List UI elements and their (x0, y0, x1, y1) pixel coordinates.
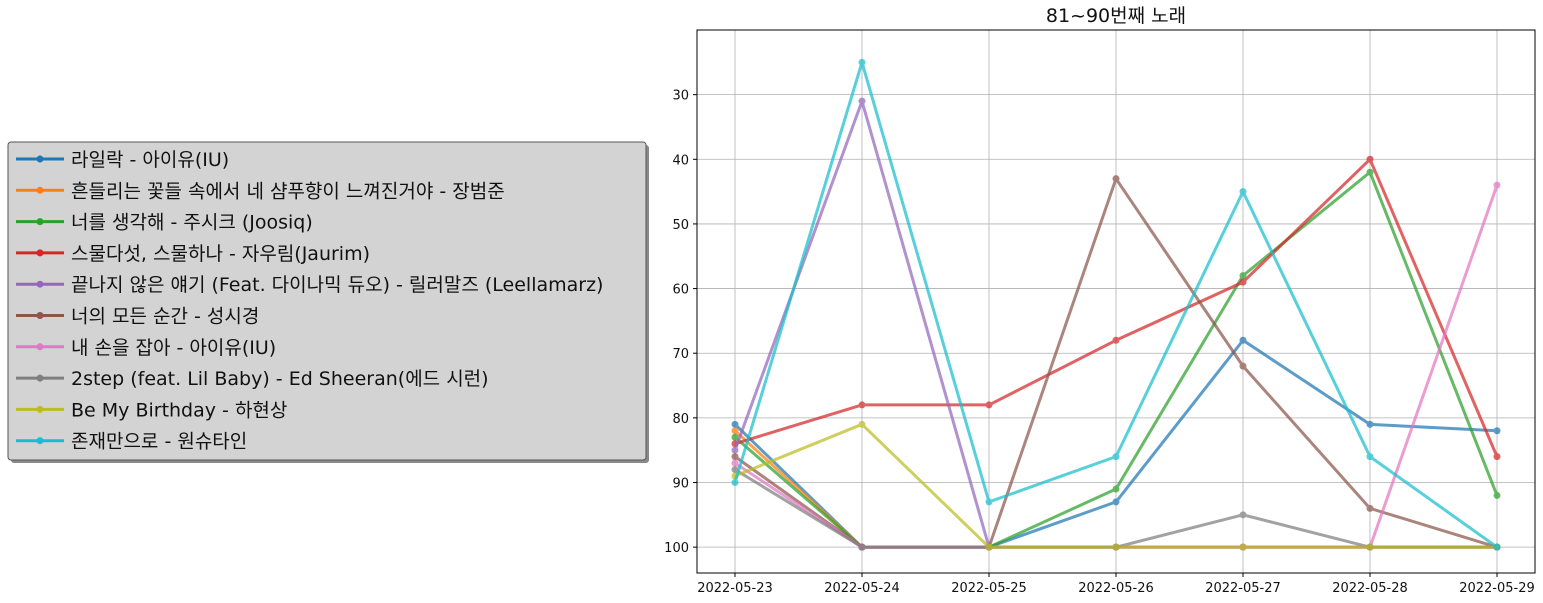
x-tick-label: 2022-05-23 (697, 581, 773, 596)
legend-marker (36, 437, 44, 445)
data-point (1493, 181, 1501, 189)
data-point (1239, 511, 1247, 519)
series-4 (731, 155, 1501, 461)
x-tick-label: 2022-05-24 (824, 581, 900, 596)
legend-marker (36, 343, 44, 351)
data-point (1239, 543, 1247, 551)
data-point (731, 420, 739, 428)
x-tick-label: 2022-05-25 (951, 581, 1027, 596)
data-point (985, 498, 993, 506)
data-point (1366, 420, 1374, 428)
series-10 (731, 58, 1501, 551)
x-tick-label: 2022-05-26 (1078, 581, 1154, 596)
y-tick-label: 80 (672, 412, 689, 427)
data-point (858, 420, 866, 428)
x-tick-label: 2022-05-29 (1459, 581, 1535, 596)
data-point (858, 401, 866, 409)
legend-label: 스물다섯, 스물하나 - 자우림(Jaurim) (71, 243, 370, 265)
legend-box (7, 141, 647, 461)
y-tick-label: 60 (672, 283, 689, 298)
y-axis: 30 40 50 60 70 80 90 100 (664, 89, 697, 556)
data-point (1112, 175, 1120, 183)
data-point (1493, 491, 1501, 499)
data-point (1112, 453, 1120, 461)
data-point (1239, 336, 1247, 344)
legend-label: 흔들리는 꽃들 속에서 네 샴푸향이 느껴진거야 - 장범준 (71, 180, 505, 202)
legend-marker (36, 186, 44, 194)
data-point (1239, 362, 1247, 370)
legend-label: Be My Birthday - 하현상 (71, 399, 287, 421)
data-point (1493, 427, 1501, 435)
data-point (1366, 155, 1374, 163)
x-tick-label: 2022-05-27 (1205, 581, 1281, 596)
data-point (858, 97, 866, 105)
legend-marker (36, 249, 44, 257)
y-tick-label: 40 (672, 153, 689, 168)
legend-label: 너의 모든 순간 - 성시경 (71, 306, 259, 328)
data-point (731, 446, 739, 454)
data-point (1112, 485, 1120, 493)
chart-title: 81~90번째 노래 (1046, 5, 1186, 27)
data-point (1493, 453, 1501, 461)
data-point (731, 433, 739, 441)
legend-label: 존재만으로 - 원슈타인 (71, 431, 247, 453)
data-point (1239, 278, 1247, 286)
y-tick-label: 100 (664, 541, 689, 556)
data-point (731, 466, 739, 474)
legend: 라일락 - 아이유(IU) 흔들리는 꽃들 속에서 네 샴푸향이 느껴진거야 - … (7, 141, 649, 463)
legend-marker (36, 374, 44, 382)
legend-label: 라일락 - 아이유(IU) (71, 149, 229, 171)
series-lines (731, 58, 1501, 551)
x-axis: 2022-05-23 2022-05-24 2022-05-25 2022-05-26… (697, 573, 1535, 596)
data-point (1112, 336, 1120, 344)
data-point (858, 58, 866, 66)
legend-marker (36, 312, 44, 319)
data-point (858, 543, 866, 551)
legend-label: 너를 생각해 - 주시크 (Joosiq) (71, 212, 313, 234)
x-tick-label: 2022-05-28 (1332, 581, 1408, 596)
data-point (1366, 168, 1374, 176)
data-point (1493, 543, 1501, 551)
legend-label: 내 손을 잡아 - 아이유(IU) (71, 337, 276, 359)
data-point (1112, 543, 1120, 551)
data-point (1366, 453, 1374, 461)
data-point (731, 479, 739, 486)
legend-marker (36, 218, 44, 226)
grid-lines (697, 30, 1535, 573)
data-point (1112, 498, 1120, 506)
data-point (731, 459, 739, 467)
data-point (985, 543, 993, 551)
data-point (1239, 188, 1247, 196)
data-point (1366, 543, 1374, 551)
y-tick-label: 70 (672, 347, 689, 362)
data-point (985, 401, 993, 409)
data-point (731, 427, 739, 435)
y-tick-label: 90 (672, 477, 689, 492)
legend-marker (36, 280, 44, 288)
y-tick-label: 50 (672, 218, 689, 233)
legend-marker (36, 405, 44, 413)
data-point (1239, 272, 1247, 280)
data-point (731, 453, 739, 461)
legend-marker (36, 155, 44, 163)
data-point (1366, 504, 1374, 512)
legend-label: 2step (feat. Lil Baby) - Ed Sheeran(에드 시… (71, 368, 489, 390)
y-tick-label: 30 (672, 89, 689, 104)
series-9 (731, 420, 1501, 551)
legend-label: 끝나지 않은 얘기 (Feat. 다이나믹 듀오) - 릴러말즈 (Leella… (71, 274, 603, 296)
